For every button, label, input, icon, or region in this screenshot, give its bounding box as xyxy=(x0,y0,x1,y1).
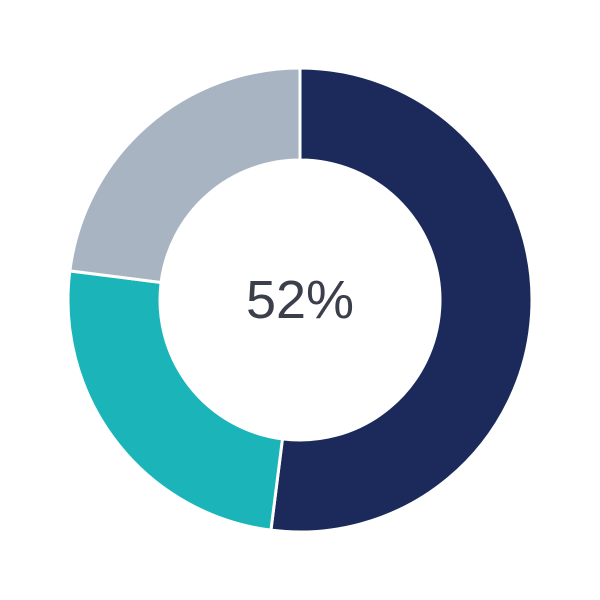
donut-slice-2 xyxy=(66,269,285,532)
donut-slice-1 xyxy=(269,66,534,534)
center-percentage-label: 52% xyxy=(246,270,354,330)
donut-slice-3 xyxy=(68,66,302,285)
donut-slices xyxy=(66,66,534,534)
